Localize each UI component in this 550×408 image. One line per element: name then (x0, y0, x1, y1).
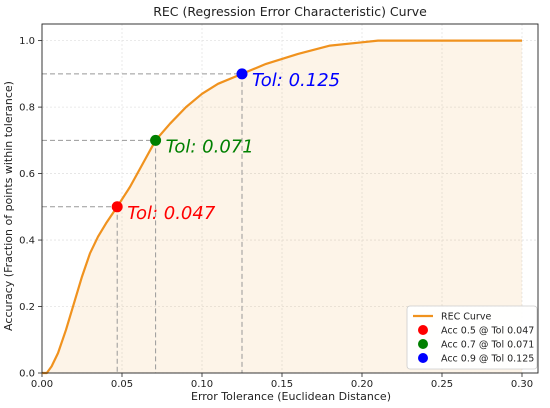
marker-annotation: Tol: 0.071 (166, 136, 254, 157)
marker-point (236, 68, 248, 80)
legend-label: Acc 0.7 @ Tol 0.071 (441, 340, 534, 351)
plot-frame (41, 23, 539, 374)
legend-swatch-marker (418, 353, 428, 363)
legend-swatch-marker (418, 325, 428, 335)
marker-annotation: Tol: 0.125 (252, 70, 340, 91)
legend: REC Curve Acc 0.5 @ Tol 0.047 Acc 0.7 @ To… (406, 305, 538, 370)
x-tick-label: 0.10 (191, 379, 213, 390)
y-tick-label: 1.0 (19, 36, 35, 47)
y-axis-title: Accuracy (Fraction of points within tole… (2, 81, 15, 331)
rec-curve-fill (42, 40, 522, 373)
x-tick-label: 0.15 (271, 379, 293, 390)
legend-label: Acc 0.9 @ Tol 0.125 (441, 354, 534, 365)
marker-point (111, 201, 123, 213)
x-tick-label: 0.30 (511, 379, 533, 390)
y-tick-label: 0.6 (19, 169, 35, 180)
legend-label: Acc 0.5 @ Tol 0.047 (441, 326, 534, 337)
y-tick-label: 0.2 (19, 302, 35, 313)
y-tick-label: 0.4 (19, 236, 35, 247)
marker-point (150, 134, 162, 146)
x-tick-label: 0.20 (351, 379, 373, 390)
x-tick-label: 0.25 (431, 379, 453, 390)
marker-annotation: Tol: 0.047 (127, 203, 216, 224)
y-tick-label: 0.0 (19, 369, 35, 380)
chart-title: REC (Regression Error Characteristic) Cu… (153, 4, 427, 19)
legend-label: REC Curve (441, 312, 491, 323)
x-tick-label: 0.00 (31, 379, 53, 390)
y-tick-label: 0.8 (19, 103, 35, 114)
legend-swatch-marker (418, 339, 428, 349)
legend-box (406, 305, 538, 370)
x-tick-label: 0.05 (111, 379, 133, 390)
x-axis-title: Error Tolerance (Euclidean Distance) (191, 390, 391, 403)
